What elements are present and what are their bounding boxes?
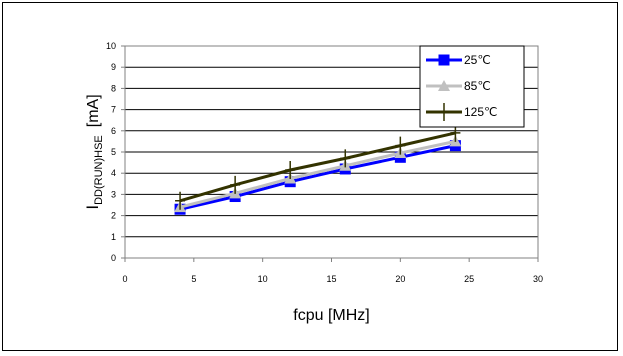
- y-axis-title-sub: DD(RUN)HSE: [93, 135, 105, 205]
- data-point: [175, 191, 186, 210]
- y-axis-title-main: I: [83, 205, 102, 210]
- y-tick-label: 4: [111, 168, 116, 178]
- series-line: [179, 131, 456, 203]
- y-axis-title: IDD(RUN)HSE [mA]: [83, 94, 105, 209]
- series-line: [179, 144, 456, 211]
- legend-label: 85℃: [464, 79, 491, 93]
- y-tick-label: 10: [106, 41, 116, 51]
- y-tick-label: 0: [111, 253, 116, 263]
- x-axis-ticks: 0 5 10 15 20 25 30: [122, 258, 543, 284]
- legend-item: 85℃: [426, 79, 491, 93]
- x-tick-label: 5: [191, 274, 196, 284]
- y-tick-label: 1: [111, 232, 116, 242]
- x-tick-label: 20: [395, 274, 405, 284]
- legend-label: 125℃: [464, 105, 498, 119]
- y-tick-label: 5: [111, 147, 116, 157]
- x-tick-label: 30: [533, 274, 543, 284]
- y-tick-label: 3: [111, 189, 116, 199]
- y-tick-label: 7: [111, 105, 116, 115]
- legend-swatch-marker: [439, 103, 449, 121]
- series-group: [174, 123, 462, 215]
- y-axis-ticks: 0 1 2 3 4 5 6 7 8 9 10: [106, 41, 125, 263]
- legend-swatch-marker: [438, 54, 450, 66]
- x-tick-label: 10: [258, 274, 268, 284]
- y-axis-title-unit: [mA]: [85, 94, 102, 127]
- data-point: [285, 161, 296, 180]
- svg-text:IDD(RUN)HSE[mA]: IDD(RUN)HSE [mA]: [83, 94, 105, 209]
- data-point: [395, 136, 406, 155]
- y-tick-label: 8: [111, 83, 116, 93]
- data-point: [340, 149, 351, 168]
- y-tick-label: 9: [111, 62, 116, 72]
- x-tick-label: 15: [326, 274, 336, 284]
- legend-item: 125℃: [426, 103, 498, 121]
- y-tick-label: 6: [111, 126, 116, 136]
- y-tick-label: 2: [111, 211, 116, 221]
- data-point: [230, 175, 241, 194]
- legend-item: 25℃: [426, 53, 491, 67]
- legend-swatch-marker: [438, 80, 450, 91]
- x-axis-title: fcpu [MHz]: [293, 307, 369, 324]
- x-tick-label: 0: [122, 274, 127, 284]
- legend: 25℃ 85℃ 125℃: [419, 45, 525, 128]
- series-line: [179, 139, 456, 209]
- x-tick-label: 25: [464, 274, 474, 284]
- legend-label: 25℃: [464, 53, 491, 67]
